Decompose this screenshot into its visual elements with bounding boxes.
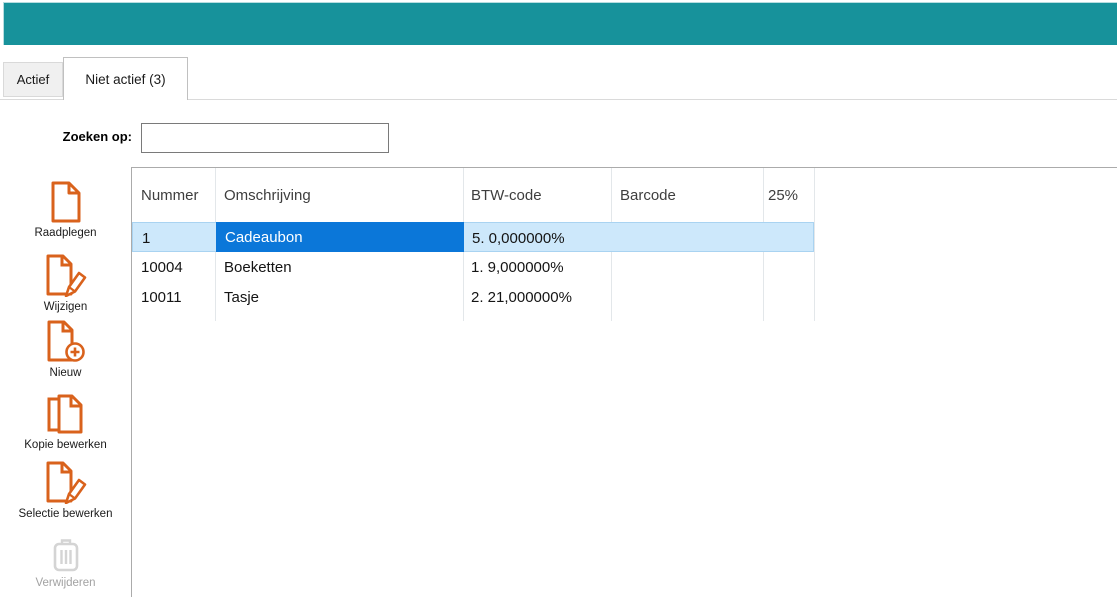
sidebar-button-nieuw[interactable]: Nieuw (0, 320, 131, 379)
cell-btw-code[interactable]: 2. 21,000000% (471, 288, 572, 306)
tab-niet-actief-label: Niet actief (3) (85, 71, 166, 87)
sidebar-button-label: Raadplegen (34, 227, 97, 239)
column-header-barcode[interactable]: Barcode (620, 186, 676, 204)
sidebar-button-label: Wijzigen (43, 301, 88, 313)
column-header-btw-code[interactable]: BTW-code (471, 186, 542, 204)
cell-omschrijving[interactable]: Boeketten (224, 258, 292, 276)
sidebar-button-kopie-bewerken[interactable]: Kopie bewerken (0, 394, 131, 451)
sidebar-button-label: Nieuw (49, 367, 82, 379)
column-divider (814, 168, 815, 321)
sidebar-button-label: Selectie bewerken (18, 508, 113, 520)
cell-nummer[interactable]: 10004 (141, 258, 183, 276)
grid-panel: Nummer Omschrijving BTW-code Barcode 25%… (131, 167, 1117, 597)
table-row[interactable]: 10004 Boeketten 1. 9,000000% (132, 252, 814, 282)
document-add-icon (46, 320, 86, 363)
document-icon (49, 181, 83, 223)
tab-niet-actief[interactable]: Niet actief (3) (63, 57, 188, 100)
sidebar-button-verwijderen[interactable]: Verwijderen (0, 536, 131, 589)
tab-actief[interactable]: Actief (3, 62, 63, 97)
cell-nummer[interactable]: 10011 (141, 288, 182, 306)
cell-nummer[interactable]: 1 (142, 229, 151, 247)
sidebar-button-label: Verwijderen (35, 577, 96, 589)
table-row-selected[interactable]: 1 Cadeaubon 5. 0,000000% (132, 222, 814, 252)
tab-actief-label: Actief (16, 72, 50, 87)
column-header-nummer[interactable]: Nummer (141, 186, 199, 204)
tab-strip-divider (0, 99, 1117, 100)
sidebar-button-selectie-bewerken[interactable]: Selectie bewerken (0, 460, 131, 520)
search-input[interactable] (141, 123, 389, 153)
title-bar (3, 2, 1117, 45)
column-header-25pct[interactable]: 25% (768, 186, 799, 204)
document-edit-icon (45, 460, 87, 505)
cell-btw-code[interactable]: 5. 0,000000% (472, 229, 565, 247)
cell-omschrijving[interactable]: Tasje (224, 288, 260, 306)
document-edit-icon (45, 253, 87, 298)
table-row[interactable]: 10011 Tasje 2. 21,000000% (132, 282, 814, 312)
sidebar-button-label: Kopie bewerken (24, 439, 107, 451)
sidebar-button-raadplegen[interactable]: Raadplegen (0, 181, 131, 239)
sidebar-button-wijzigen[interactable]: Wijzigen (0, 253, 131, 313)
cell-omschrijving-selected[interactable]: Cadeaubon (216, 222, 464, 252)
document-copy-icon (46, 394, 86, 435)
column-header-omschrijving[interactable]: Omschrijving (224, 186, 311, 204)
trash-icon (49, 536, 83, 573)
cell-btw-code[interactable]: 1. 9,000000% (471, 258, 564, 276)
search-label: Zoeken op: (62, 129, 132, 144)
